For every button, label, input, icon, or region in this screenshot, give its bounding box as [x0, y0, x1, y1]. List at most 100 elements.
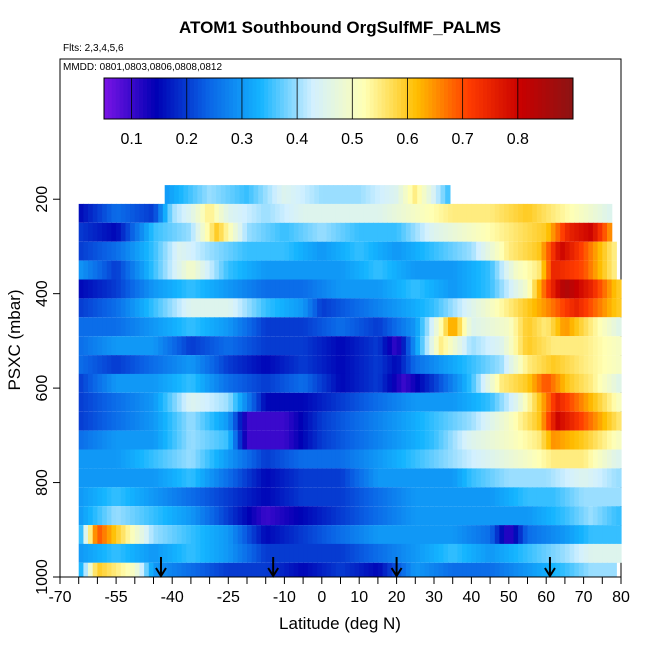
- heatmap-band: [78, 317, 622, 337]
- heatmap-cell: [611, 279, 617, 299]
- heatmap-cell: [153, 298, 159, 318]
- heatmap-cell: [443, 298, 449, 318]
- heatmap-cell: [410, 506, 416, 526]
- colorbar-cell: [502, 78, 508, 119]
- colorbar-cell: [186, 78, 191, 119]
- heatmap-cell: [410, 298, 416, 318]
- heatmap-cell: [476, 430, 482, 450]
- heatmap-cell: [92, 298, 98, 318]
- heatmap-cell: [111, 336, 117, 356]
- heatmap-cell: [256, 355, 262, 374]
- heatmap-cell: [443, 392, 449, 412]
- heatmap-cell: [462, 506, 468, 526]
- heatmap-cell: [434, 241, 440, 261]
- heatmap-cell: [261, 449, 267, 469]
- heatmap-cell: [513, 411, 519, 431]
- heatmap-cell: [139, 392, 145, 412]
- heatmap-cell: [536, 411, 543, 431]
- heatmap-cell: [429, 562, 435, 577]
- heatmap-cell: [471, 487, 477, 507]
- heatmap-cell: [256, 298, 262, 318]
- heatmap-cell: [415, 317, 421, 337]
- heatmap-cell: [438, 241, 444, 261]
- heatmap-cell: [448, 487, 454, 507]
- heatmap-cell: [518, 279, 524, 299]
- heatmap-cell: [443, 562, 449, 577]
- heatmap-cell: [382, 298, 388, 318]
- heatmap-cell: [204, 562, 211, 577]
- heatmap-cell: [550, 222, 557, 242]
- heatmap-cell: [181, 392, 187, 412]
- heatmap-cell: [144, 373, 150, 393]
- heatmap-cell: [597, 392, 603, 412]
- heatmap-cell: [116, 373, 122, 393]
- heatmap-cell: [317, 468, 323, 488]
- heatmap-cell: [317, 411, 323, 431]
- heatmap-cell: [583, 336, 589, 356]
- heatmap-cell: [616, 449, 622, 469]
- heatmap-cell: [560, 241, 566, 261]
- heatmap-cell: [602, 449, 608, 469]
- heatmap-cell: [536, 392, 543, 412]
- heatmap-cell: [176, 260, 183, 280]
- heatmap-cell: [153, 373, 159, 393]
- heatmap-cell: [106, 562, 113, 577]
- heatmap-cell: [181, 336, 187, 356]
- heatmap-cell: [312, 468, 318, 488]
- heatmap-cell: [560, 355, 566, 374]
- heatmap-cell: [97, 392, 103, 412]
- heatmap-cell: [373, 430, 379, 450]
- heatmap-cell: [251, 336, 257, 356]
- heatmap-cell: [382, 468, 388, 488]
- heatmap-cell: [321, 411, 328, 431]
- heatmap-cell: [546, 317, 552, 337]
- heatmap-cell: [293, 222, 300, 242]
- heatmap-cell: [200, 487, 206, 507]
- heatmap-cell: [597, 430, 603, 450]
- heatmap-cell: [209, 279, 215, 299]
- heatmap-cell: [611, 241, 617, 261]
- colorbar-cell: [397, 78, 402, 119]
- heatmap-cell: [228, 241, 234, 261]
- heatmap-cell: [480, 260, 487, 280]
- heatmap-cell: [391, 487, 398, 507]
- heatmap-cell: [424, 298, 430, 318]
- heatmap-cell: [275, 355, 281, 374]
- heatmap-cell: [158, 241, 164, 261]
- heatmap-cell: [209, 260, 215, 280]
- heatmap-cell: [144, 411, 150, 431]
- heatmap-cell: [405, 279, 412, 299]
- heatmap-cell: [420, 336, 426, 356]
- heatmap-cell: [410, 487, 416, 507]
- heatmap-cell: [564, 298, 571, 318]
- heatmap-cell: [438, 487, 444, 507]
- heatmap-cell: [438, 468, 444, 488]
- heatmap-cell: [560, 373, 566, 393]
- heatmap-cell: [424, 373, 430, 393]
- heatmap-cell: [153, 543, 159, 563]
- colorbar-cell: [240, 78, 246, 119]
- heatmap-cell: [438, 203, 444, 223]
- heatmap-cell: [111, 373, 117, 393]
- heatmap-cell: [279, 355, 285, 374]
- heatmap-cell: [261, 298, 267, 318]
- heatmap-cell: [289, 525, 295, 544]
- heatmap-cell: [326, 487, 332, 507]
- heatmap-cell: [307, 279, 314, 299]
- heatmap-cell: [116, 506, 122, 526]
- heatmap-cell: [326, 336, 332, 356]
- heatmap-cell: [176, 392, 183, 412]
- heatmap-cell: [420, 506, 426, 526]
- heatmap-cell: [527, 298, 533, 318]
- heatmap-cell: [499, 373, 505, 393]
- heatmap-cell: [592, 430, 599, 450]
- heatmap-cell: [106, 543, 113, 563]
- heatmap-cell: [564, 506, 571, 526]
- heatmap-cell: [331, 430, 337, 450]
- colorbar-cell: [365, 78, 371, 119]
- heatmap-cell: [102, 279, 108, 299]
- heatmap-cell: [527, 487, 533, 507]
- heatmap-cell: [204, 336, 211, 356]
- heatmap-cell: [550, 543, 557, 563]
- heatmap-cell: [125, 298, 131, 318]
